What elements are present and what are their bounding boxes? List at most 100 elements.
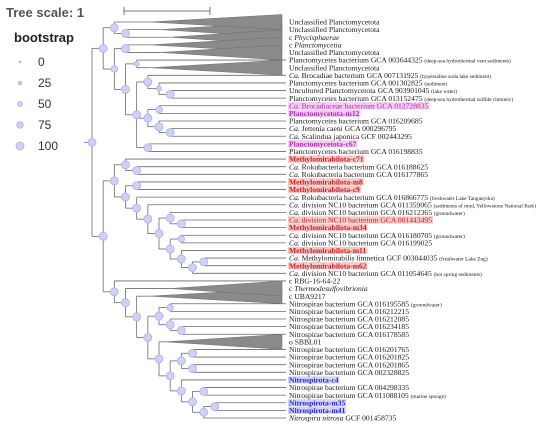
bootstrap-node-marker xyxy=(132,203,142,213)
leaf-label: Nitrospirae bacterium GCA 016201765 xyxy=(289,345,409,354)
bootstrap-node-marker xyxy=(98,43,108,53)
leaf-label: Methylomirabilota-m62 xyxy=(289,261,367,270)
bootstrap-node-marker xyxy=(176,356,186,366)
leaf-label-segment: Nitrospirae bacterium GCA 016212215 xyxy=(289,307,409,316)
bootstrap-markers xyxy=(87,23,220,417)
leaf-label: Ca. division NC10 bacterium GCA 00144349… xyxy=(289,216,432,225)
bootstrap-node-marker xyxy=(121,84,130,94)
leaf-label-segment: Planctomycetota-m12 xyxy=(289,109,360,118)
bootstrap-node-marker xyxy=(143,333,153,342)
leaf-label: Methylomirabilota-m8 xyxy=(289,178,363,187)
leaf-label: c UBA9217 xyxy=(289,292,326,301)
bootstrap-node-marker xyxy=(210,402,220,411)
leaf-label: Unclassified Planctomycetota xyxy=(289,63,380,72)
label-highlight xyxy=(288,109,361,117)
leaf-label: Ca. Jettenia caeni GCA 000296795 xyxy=(289,124,397,133)
leaf-label-segment: c RBG-16-64-22 xyxy=(289,277,340,286)
leaf-label-segment: Nitrospirae bacterium GCA 011088105 xyxy=(289,391,411,400)
leaf-label-segment: (deep-sea hydrothermal sulfide chimney) xyxy=(424,96,513,103)
leaf-label: Nitrospirae bacterium GCA 016212215 xyxy=(289,307,409,316)
leaf-label-segment: Planctomycetes bacterium GCA 016209685 xyxy=(289,117,423,126)
leaf-label-segment: GCF 001458735 xyxy=(344,414,397,423)
bootstrap-node-marker xyxy=(121,298,130,308)
leaf-label-segment: Nitrospirae bacterium GCA 002328825 xyxy=(289,368,409,377)
leaf-label: c Phycisphaerae xyxy=(289,33,340,42)
leaf-label-segment: Scalindua japonica GCF 002443295 xyxy=(300,132,412,141)
leaf-label: Planctomycetes bacterium GCA 003644325 (… xyxy=(289,56,511,65)
leaf-label: Nitrospirae bacterium GCA 011088105 (mar… xyxy=(289,391,446,400)
leaf-label-segment: (lake water) xyxy=(431,88,457,95)
leaf-label: Ca. Methylomirabilis limnetica GCF 00304… xyxy=(289,254,488,263)
leaf-label-segment: (deep-sea hydrothermal vent sediments) xyxy=(424,58,511,65)
bootstrap-node-marker xyxy=(176,254,186,264)
leaf-label-segment: division NC10 bacterium GCA 016199025 xyxy=(300,238,432,247)
bootstrap-node-marker xyxy=(154,229,164,238)
bootstrap-node-marker xyxy=(165,320,175,330)
leaf-labels: Unclassified Planctomycetota Unclassified… xyxy=(288,18,536,423)
leaf-label-segment: (marine sponge) xyxy=(411,393,446,400)
collapsed-clade-triangle xyxy=(164,334,283,350)
leaf-label-segment: Unclassified Planctomycetota xyxy=(289,25,380,34)
leaf-label-segment: (sediments of mud, Yellowstone National … xyxy=(434,202,536,209)
leaf-label: Nitrospirae bacterium GCA 004298335 xyxy=(289,383,409,392)
leaf-label-segment: Jettenia caeni GCA 000296795 xyxy=(300,124,397,133)
label-highlight xyxy=(288,155,365,163)
bootstrap-node-marker xyxy=(121,29,130,38)
leaf-label-segment: Brocadiae bacterium GCA 007131925 xyxy=(300,71,420,80)
leaf-label-segment: Uncultured Planctomycetota GCA 903901045 xyxy=(289,86,431,95)
collapsed-clade-triangle xyxy=(169,280,283,297)
leaf-label: Planctomycetes bacterium GCA 013152475 (… xyxy=(289,94,513,103)
leaf-label: Nitrospirae bacterium GCA 016201825 xyxy=(289,353,409,362)
leaf-label-segment: (groundwater) xyxy=(411,301,442,308)
leaf-label: Nitrospirae bacterium GCA 002328825 xyxy=(289,368,409,377)
leaf-label: Planctomycetes bacterium GCA 016209685 xyxy=(289,117,423,126)
legend-marker xyxy=(16,121,24,129)
bootstrap-node-marker xyxy=(165,89,175,99)
leaf-label-segment: c xyxy=(289,40,294,49)
leaf-label-segment: Nitrospirae bacterium GCA 016234185 xyxy=(289,322,409,331)
bootstrap-node-marker xyxy=(121,192,130,202)
bootstrap-node-marker xyxy=(165,128,175,137)
bootstrap-node-marker xyxy=(109,23,119,33)
leaf-label-segment: Ca. xyxy=(289,238,300,247)
bootstrap-node-marker xyxy=(133,60,140,67)
leaf-label-segment: (groundwater) xyxy=(434,210,465,217)
leaf-label: Nitrospirae bacterium GCA 016195585 (gro… xyxy=(289,299,442,308)
bootstrap-node-marker xyxy=(154,311,164,321)
leaf-label-segment: Ca. xyxy=(289,124,300,133)
leaf-label-segment: Nitrospirae bacterium GCA 016212085 xyxy=(289,315,409,324)
leaf-label: Ca. division NC10 bacterium GCA 01105464… xyxy=(289,269,482,278)
leaf-label-segment: Rokubacteria bacterium GCA 016177865 xyxy=(300,170,428,179)
leaf-label: Methylomirabilota-m11 xyxy=(289,246,366,255)
tree-scale-bar xyxy=(123,7,211,15)
leaf-label-segment: Rokubacteria bacterium GCA 016866775 xyxy=(300,193,430,202)
leaf-label: Nitrospirae bacterium GCA 016234185 xyxy=(289,322,409,331)
leaf-label: Ca. Scalindua japonica GCF 002443295 xyxy=(289,132,412,141)
bootstrap-node-marker xyxy=(143,143,153,153)
leaf-label: Methylomirabilota-c71 xyxy=(289,155,364,164)
bootstrap-node-marker xyxy=(143,77,153,87)
leaf-label-segment: Nitrospirota-c4 xyxy=(289,376,339,385)
label-highlight xyxy=(288,376,340,384)
bootstrap-node-marker xyxy=(121,160,130,170)
bootstrap-node-marker xyxy=(176,219,186,229)
leaf-label-segment: division NC10 bacterium GCA 011054645 xyxy=(300,269,434,278)
leaf-label: c RBG-16-64-22 xyxy=(289,277,340,286)
leaf-label-segment: c UBA9217 xyxy=(289,292,326,301)
leaf-label-segment: Phycisphaerae xyxy=(293,33,340,42)
label-highlight xyxy=(288,399,347,407)
leaf-label: Nitrospirae bacterium GCA 016201865 xyxy=(289,360,409,369)
legend-marker xyxy=(18,60,22,64)
bootstrap-node-marker xyxy=(176,386,186,396)
leaf-label-segment: Ca. xyxy=(289,170,300,179)
leaf-label-segment: c xyxy=(289,284,294,293)
leaf-label-segment: Planctomycetota-c67 xyxy=(289,139,357,148)
bootstrap-node-marker xyxy=(188,348,197,358)
leaf-label: Ca. division NC10 bacterium GCA 01618070… xyxy=(289,231,465,240)
leaf-label: Ca. Rokubacteria bacterium GCA 016188625 xyxy=(289,162,428,171)
leaf-label: Nitrospirota-c4 xyxy=(289,376,339,385)
bootstrap-node-marker xyxy=(155,105,163,114)
leaf-label-segment: (groundwater) xyxy=(434,233,465,240)
leaf-label-segment: Planctomycetia xyxy=(293,40,341,49)
leaf-label: Nitrospirota-m35 xyxy=(289,398,345,407)
